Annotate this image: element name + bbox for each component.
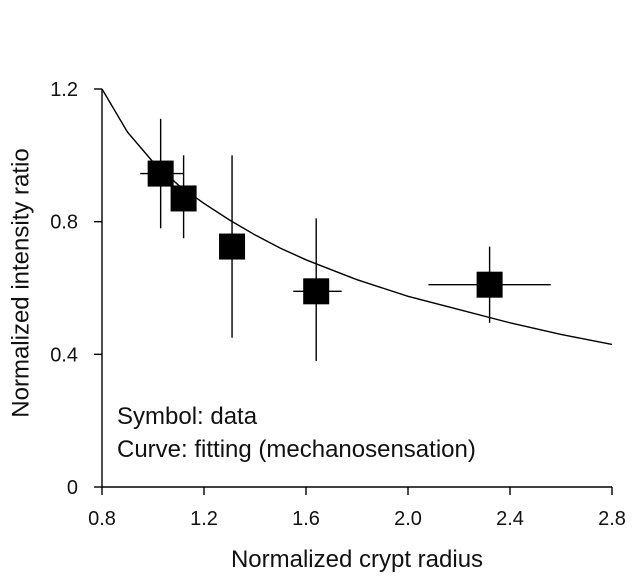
x-tick-label: 1.2	[190, 508, 218, 530]
x-tick-label: 2.0	[394, 508, 422, 530]
square-marker	[170, 185, 197, 212]
x-tick-label: 2.8	[598, 508, 626, 530]
fit-curve-layer	[101, 88, 613, 346]
axes: 0.8 1.2 1.6 2.0 2.4 2.8 0 0.4 0.8 1.2	[50, 79, 626, 530]
annotation-symbol: Symbol: data	[117, 403, 258, 430]
x-tick-label: 1.6	[292, 508, 320, 530]
y-axis-title: Normalized intensity ratio	[7, 148, 34, 417]
square-marker	[219, 233, 246, 260]
data-point-4	[293, 218, 342, 361]
data-points-layer	[140, 118, 551, 361]
x-axis-title: Normalized crypt radius	[231, 546, 483, 573]
fit-curve	[101, 88, 613, 346]
x-tick-label: 2.4	[496, 508, 524, 530]
y-tick-label: 0	[67, 477, 78, 499]
y-tick-label: 0.4	[50, 344, 78, 366]
data-point-3	[219, 155, 246, 338]
annotation-curve: Curve: fitting (mechanosensation)	[117, 436, 476, 463]
square-marker	[476, 271, 503, 298]
square-marker	[303, 278, 330, 305]
y-tick-label: 0.8	[50, 212, 78, 234]
data-point-5	[428, 246, 551, 323]
y-tick-label: 1.2	[50, 79, 78, 101]
data-point-2	[170, 155, 197, 239]
x-tick-label: 0.8	[88, 508, 116, 530]
square-marker	[147, 160, 174, 187]
data-point-1	[140, 118, 184, 229]
